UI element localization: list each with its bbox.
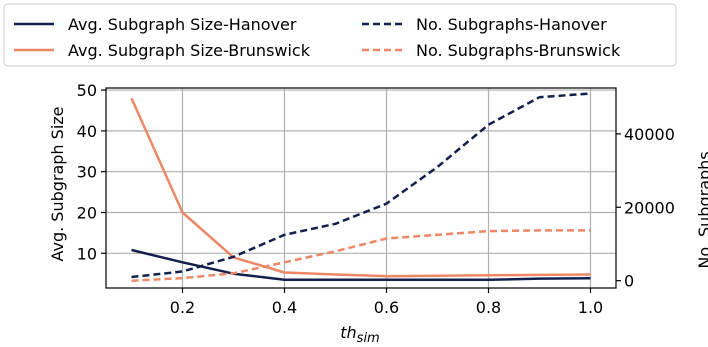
series-line-1 — [131, 248, 591, 282]
series-layer — [130, 92, 591, 282]
legend: Avg. Subgraph Size-Hanover Avg. Subgraph … — [3, 3, 677, 67]
y-right-tick-label: 0 — [624, 272, 634, 291]
y-axis-left-label: Avg. Subgraph Size — [48, 106, 67, 261]
grid — [106, 88, 616, 288]
series-line-2 — [130, 97, 591, 278]
legend-label-3: No. Subgraphs-Hanover — [416, 15, 607, 34]
legend-label-4: No. Subgraphs-Brunswick — [416, 41, 621, 60]
series-line-3 — [131, 92, 591, 279]
y-axis-left: 10 20 30 40 50 — [77, 81, 106, 263]
legend-frame — [3, 3, 677, 67]
x-tick-label: 0.8 — [476, 298, 501, 317]
series-line-4 — [131, 229, 591, 282]
x-axis-label-main: th — [340, 323, 356, 342]
x-tick-label: 0.4 — [272, 298, 297, 317]
y-left-tick-label: 50 — [77, 81, 97, 100]
y-left-tick-label: 40 — [77, 122, 97, 141]
y-axis-right-label: No. Subgraphs — [695, 151, 708, 268]
y-left-tick-label: 20 — [77, 203, 97, 222]
y-left-tick-label: 10 — [77, 244, 97, 263]
legend-label-2: Avg. Subgraph Size-Brunswick — [68, 41, 311, 60]
x-tick-label: 1.0 — [578, 298, 603, 317]
x-axis-label: thsim — [340, 323, 379, 346]
y-axis-right: 0 20000 40000 — [616, 125, 675, 291]
x-axis: 0.2 0.4 0.6 0.8 1.0 — [170, 288, 603, 317]
x-tick-label: 0.6 — [374, 298, 399, 317]
legend-label-1: Avg. Subgraph Size-Hanover — [68, 15, 297, 34]
y-right-tick-label: 40000 — [624, 125, 675, 144]
plot-frame — [105, 87, 617, 289]
x-axis-label-sub: sim — [357, 331, 380, 346]
y-right-tick-label: 20000 — [624, 198, 675, 217]
y-left-tick-label: 30 — [77, 163, 97, 182]
x-tick-label: 0.2 — [170, 298, 195, 317]
